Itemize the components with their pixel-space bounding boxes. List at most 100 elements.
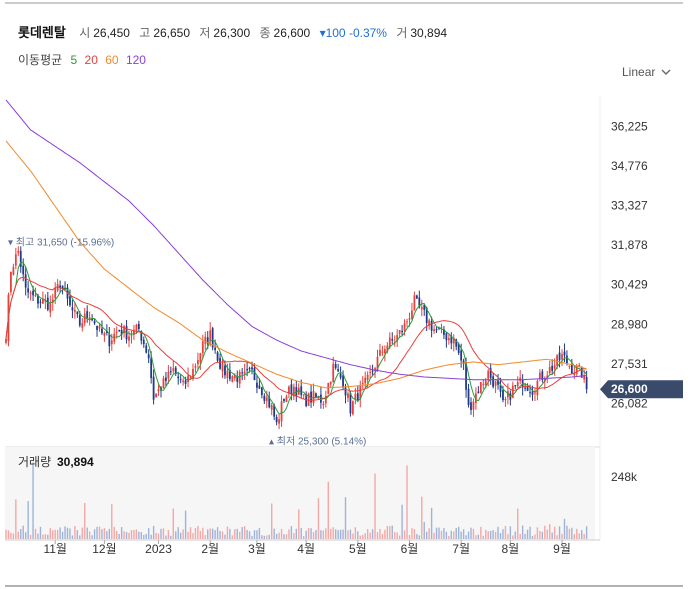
volume-bar: [251, 535, 253, 539]
volume-bar: [29, 534, 32, 539]
candle: [157, 389, 160, 392]
price-header: 롯데렌탈 시 26,450 고 26,650 저 26,300 종 26,600 ▾10…: [18, 22, 453, 41]
volume-bar: [221, 531, 224, 539]
volume-bar: [56, 529, 59, 539]
scale-selector[interactable]: Linear: [622, 65, 671, 79]
candle: [27, 288, 30, 293]
candle: [51, 299, 54, 304]
candle: [489, 368, 492, 378]
price-tick-label: 33,327: [611, 199, 648, 213]
candle: [349, 393, 352, 414]
candle: [361, 382, 364, 385]
candle: [415, 295, 418, 299]
volume-bar: [66, 527, 69, 539]
volume-bar: [280, 528, 283, 539]
volume-bar: [384, 529, 386, 539]
candle: [113, 333, 116, 342]
price-tick-label: 31,878: [611, 238, 648, 252]
candle: [551, 365, 554, 371]
candle: [98, 325, 101, 329]
volume-bar: [239, 531, 241, 539]
volume-bar: [450, 530, 453, 539]
volume-bar: [374, 473, 376, 539]
candle: [280, 401, 283, 422]
volume-bar: [517, 508, 519, 539]
candle: [209, 330, 212, 342]
candle: [364, 377, 367, 384]
candle: [93, 321, 96, 324]
volume-bar: [15, 499, 17, 539]
volume-bar: [551, 532, 553, 539]
volume-bar: [539, 531, 541, 539]
candle: [14, 254, 17, 266]
volume-bar: [103, 528, 106, 539]
volume-bar: [391, 525, 393, 539]
volume-bar: [359, 535, 361, 539]
candle: [49, 302, 52, 313]
candle: [187, 375, 189, 383]
ma-legend[interactable]: 이동평균 5 20 60 120: [18, 51, 146, 68]
candle: [155, 393, 157, 398]
candle: [285, 396, 288, 402]
volume-bar: [17, 531, 20, 539]
time-tick-label: 2023: [145, 542, 172, 556]
ma-legend-5: 5: [70, 53, 78, 67]
volume-bar: [44, 534, 47, 539]
candle: [258, 385, 261, 389]
candle: [118, 330, 121, 332]
candle: [10, 272, 12, 293]
candle: [492, 376, 495, 387]
candle: [398, 330, 401, 334]
volume-bar: [364, 533, 366, 539]
candle: [376, 356, 379, 371]
candle: [260, 387, 263, 396]
volume-bar: [413, 529, 416, 539]
candle: [256, 382, 258, 388]
volume-bar: [307, 527, 310, 539]
candle: [356, 393, 359, 402]
candle: [580, 367, 583, 378]
candle: [371, 370, 374, 372]
volume-bar: [266, 535, 268, 539]
candle: [322, 403, 325, 406]
candles: [5, 246, 588, 430]
ma-legend-60: 60: [105, 53, 119, 67]
candle: [388, 337, 391, 347]
volume-bar: [315, 529, 317, 539]
volume-bar: [202, 527, 204, 539]
candle: [214, 347, 217, 351]
volume-bar: [379, 528, 381, 539]
candle: [475, 393, 477, 404]
volume-bar: [519, 533, 521, 539]
volume-bar: [246, 530, 248, 539]
volume-bar: [403, 530, 406, 539]
candle: [46, 297, 49, 310]
volume-bar: [165, 535, 167, 539]
candle: [59, 285, 62, 288]
candle: [34, 294, 37, 296]
candle: [433, 329, 435, 331]
moving-average-lines: [5, 99, 588, 415]
candle: [226, 371, 229, 378]
candle: [73, 309, 76, 312]
volume-bar: [175, 531, 177, 539]
candle: [167, 371, 170, 379]
volume-bar: [327, 481, 329, 539]
candle: [78, 315, 81, 326]
volume-bar: [389, 526, 391, 539]
volume-bar: [416, 534, 418, 539]
volume-bar: [438, 527, 440, 539]
candle: [5, 338, 7, 343]
candle: [339, 373, 342, 378]
candle: [327, 382, 330, 394]
volume-bar: [421, 496, 423, 539]
volume-bar: [573, 534, 576, 539]
volume-bar: [39, 526, 42, 539]
volume-bar: [583, 533, 585, 539]
volume-bar: [128, 532, 130, 539]
candle: [120, 329, 123, 335]
volume-bar: [467, 531, 470, 539]
volume-bar: [194, 528, 197, 539]
volume-bar: [462, 529, 465, 539]
